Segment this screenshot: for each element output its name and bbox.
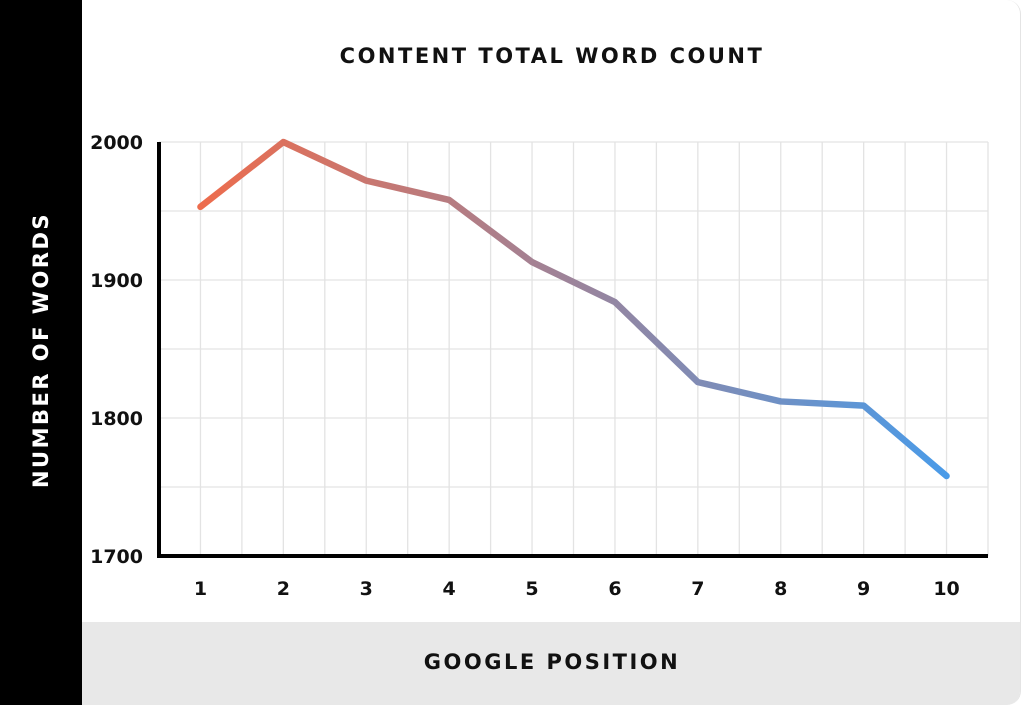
x-tick-label: 5 bbox=[525, 578, 538, 600]
x-tick-label: 3 bbox=[360, 578, 373, 600]
x-axis-label: GOOGLE POSITION bbox=[423, 650, 681, 674]
x-axis-band: GOOGLE POSITION bbox=[82, 622, 1020, 705]
x-tick-label: 4 bbox=[443, 578, 456, 600]
series-line bbox=[197, 138, 950, 480]
x-tick-label: 7 bbox=[691, 578, 704, 600]
y-tick-label: 1800 bbox=[90, 408, 143, 430]
y-tick-label: 2000 bbox=[90, 132, 143, 154]
y-tick-label: 1900 bbox=[90, 270, 143, 292]
y-tick-label: 1700 bbox=[90, 546, 143, 568]
chart-title: CONTENT TOTAL WORD COUNT bbox=[339, 44, 765, 68]
y-axis-band: NUMBER OF WORDS bbox=[0, 0, 82, 705]
x-tick-label: 10 bbox=[933, 578, 959, 600]
x-tick-label: 8 bbox=[774, 578, 787, 600]
x-tick-label: 9 bbox=[857, 578, 870, 600]
x-tick-label: 6 bbox=[608, 578, 621, 600]
x-tick-label: 1 bbox=[194, 578, 207, 600]
x-tick-label: 2 bbox=[277, 578, 290, 600]
